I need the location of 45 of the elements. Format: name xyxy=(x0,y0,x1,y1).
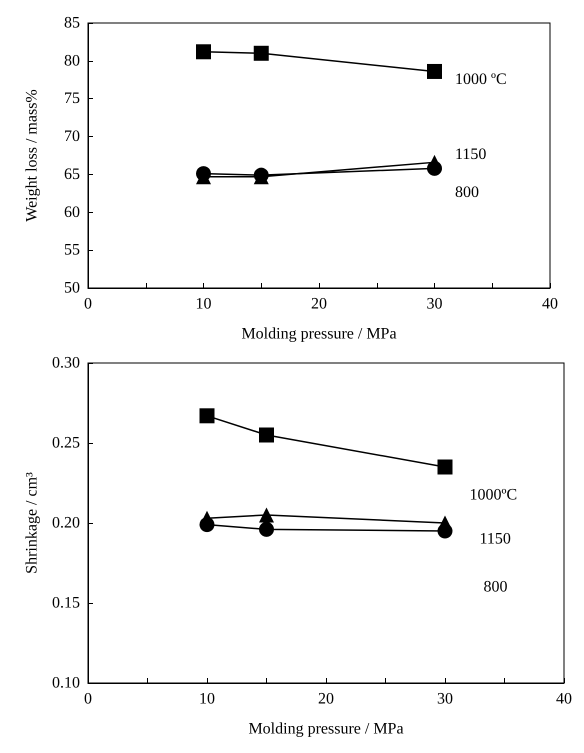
x-tick-label: 30 xyxy=(426,296,442,312)
y-tick-label: 60 xyxy=(64,204,80,221)
x-axis-title: Molding pressure / MPa xyxy=(248,720,404,738)
point xyxy=(427,64,442,79)
x-tick-label: 20 xyxy=(311,296,327,312)
y-tick-label: 70 xyxy=(64,128,80,146)
y-tick-label: 50 xyxy=(64,280,80,296)
y-tick-label: 0.15 xyxy=(52,594,80,612)
x-tick-label: 10 xyxy=(199,690,215,708)
y-tick-label: 85 xyxy=(64,14,80,32)
point xyxy=(200,517,214,532)
point xyxy=(259,508,274,522)
x-tick-label: 20 xyxy=(318,690,334,708)
point xyxy=(200,408,214,424)
point xyxy=(438,524,452,538)
series-label: 1000ºC xyxy=(470,486,518,504)
series-label: 800 xyxy=(455,184,479,201)
x-tick-label: 10 xyxy=(196,296,212,312)
point xyxy=(196,166,211,182)
text: 800 xyxy=(484,578,508,596)
y-axis-title: Weight loss / mass% xyxy=(24,89,40,222)
x-tick-label: 0 xyxy=(84,690,92,708)
point xyxy=(259,522,274,537)
y-tick-label: 80 xyxy=(64,52,80,70)
point xyxy=(254,46,269,61)
x-axis-title: Molding pressure / MPa xyxy=(241,326,397,342)
series-label: 1150 xyxy=(480,530,511,548)
y-tick-label: 75 xyxy=(64,90,80,108)
x-tick-label: 40 xyxy=(556,690,572,708)
point xyxy=(438,460,452,474)
y-axis-title: Shrinkage / cm³ xyxy=(24,472,40,574)
y-tick-label: 55 xyxy=(64,242,80,259)
point xyxy=(427,160,442,176)
x-tick-label: 0 xyxy=(84,296,92,312)
y-tick-label: 0.25 xyxy=(52,434,80,452)
x-tick-label: 40 xyxy=(542,296,558,312)
y-tick-label: 0.10 xyxy=(52,674,80,692)
y-tick-label: 65 xyxy=(64,166,80,183)
point xyxy=(259,428,274,442)
y-tick-label: 0.20 xyxy=(52,514,80,532)
x-tick-label: 30 xyxy=(437,690,453,708)
y-tick-label: 0.30 xyxy=(52,354,80,372)
series-label: 1150 xyxy=(455,146,486,163)
series-label: 1000 ºC xyxy=(455,70,507,88)
point xyxy=(196,44,211,60)
